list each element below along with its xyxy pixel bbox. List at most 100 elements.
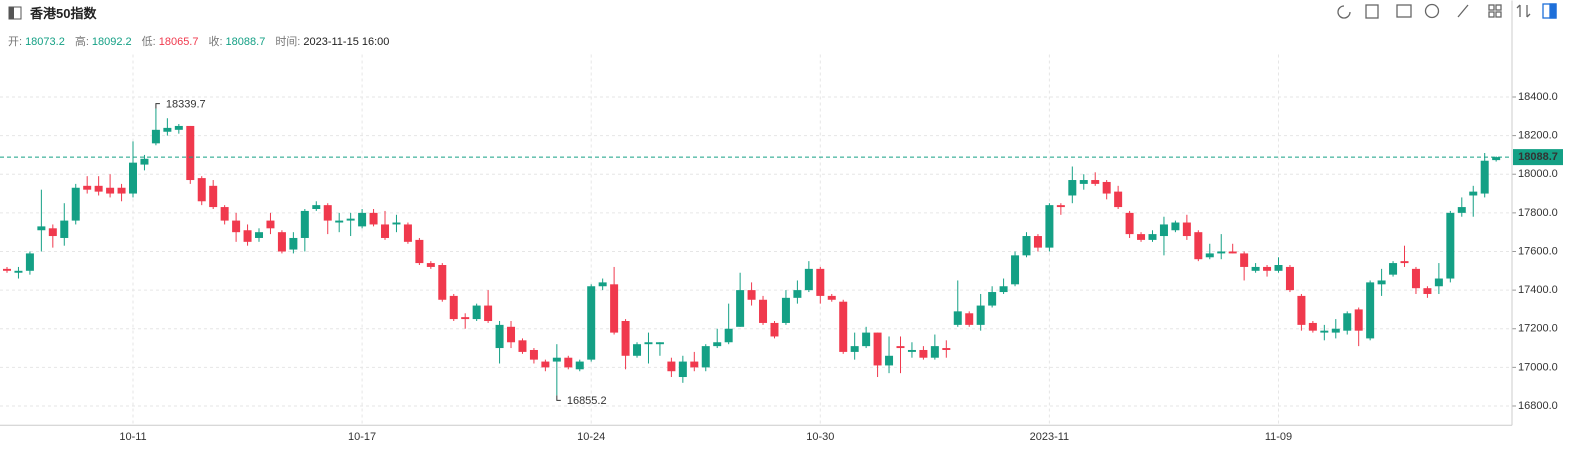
info-value: 18073.2 <box>25 36 65 48</box>
candle-body <box>1389 263 1398 275</box>
candle-body <box>1194 232 1203 260</box>
candle-body <box>289 237 298 250</box>
candle-body <box>472 305 481 320</box>
chart-title: 香港50指数 <box>30 6 97 21</box>
candle-body <box>415 239 424 264</box>
candle-body <box>587 286 596 360</box>
candle-body <box>1056 205 1065 208</box>
candle-body <box>678 361 687 378</box>
x-tick-label: 10-11 <box>119 431 146 443</box>
candle-body <box>1492 157 1501 161</box>
candle-body <box>804 268 813 291</box>
candle-body <box>1217 251 1226 254</box>
candle-body <box>701 346 710 368</box>
y-tick-label: 16800.0 <box>1518 400 1558 412</box>
low-label: 16855.2 <box>567 395 607 407</box>
candle-body <box>999 286 1008 293</box>
candle-body <box>736 290 745 327</box>
candle-body <box>1331 328 1340 333</box>
candle-body <box>3 268 11 271</box>
y-tick-label: 17400.0 <box>1518 284 1558 296</box>
x-tick-label: 10-17 <box>348 431 376 443</box>
info-item: 高: 18092.2 <box>75 33 132 49</box>
candle-body <box>484 305 493 322</box>
candle-body <box>346 218 355 221</box>
candle-body <box>300 210 309 238</box>
candle-body <box>392 222 401 225</box>
candle-body <box>1366 282 1375 339</box>
candle-body <box>1263 266 1272 271</box>
candle-body <box>862 332 871 347</box>
candle-body <box>209 185 218 208</box>
candle-body <box>140 158 149 165</box>
layout-icon[interactable] <box>1495 4 1502 11</box>
candle-body <box>106 187 115 194</box>
high-label: 18339.7 <box>166 99 206 111</box>
candle-body <box>358 212 367 227</box>
candle-body <box>1137 234 1146 240</box>
percent-icon[interactable] <box>1457 4 1469 18</box>
candle-body <box>151 129 160 144</box>
candle-body <box>839 301 848 352</box>
candle-body <box>1091 180 1100 184</box>
candle-body <box>277 232 286 252</box>
candle-body <box>965 313 974 325</box>
candle-body <box>529 349 538 360</box>
x-tick-label: 11-09 <box>1265 431 1292 443</box>
candle-body <box>655 342 664 345</box>
candle-body <box>220 207 229 221</box>
x-tick-label: 10-30 <box>806 431 834 443</box>
candle-body <box>919 349 928 358</box>
candle-body <box>942 348 951 350</box>
layout-icon[interactable] <box>1488 4 1495 11</box>
candle-body <box>1251 266 1260 271</box>
candle-body <box>1457 207 1466 213</box>
candle-body <box>335 220 344 223</box>
candle-body <box>1434 278 1443 287</box>
candle-body <box>1480 160 1489 194</box>
candle-body <box>552 357 561 362</box>
candle-body <box>438 265 447 300</box>
candle-body <box>232 220 241 233</box>
candle-body <box>644 342 653 345</box>
info-label: 高: <box>74 36 89 48</box>
candle-body <box>507 326 516 343</box>
info-label: 收: <box>208 36 223 48</box>
candle-body <box>827 295 836 300</box>
layout-icon[interactable] <box>1495 11 1502 18</box>
candle-body <box>403 224 412 242</box>
compare-icon[interactable] <box>1516 4 1531 18</box>
candle-body <box>1411 268 1420 289</box>
panel-icon[interactable] <box>1549 3 1557 19</box>
candle-body <box>1205 253 1214 258</box>
candle-body <box>518 340 527 352</box>
candle-body <box>449 295 458 320</box>
candle-body <box>1308 322 1317 331</box>
candle-body <box>129 162 138 194</box>
candle-body <box>1011 255 1020 285</box>
candle-body <box>575 361 584 370</box>
candle-body <box>1114 191 1123 208</box>
last-price-box <box>1513 149 1563 166</box>
draw-icon[interactable] <box>1365 4 1379 19</box>
layout-icon[interactable] <box>1488 11 1495 18</box>
indicator-icon[interactable] <box>1396 4 1412 18</box>
candle-body <box>1446 212 1455 279</box>
candle-body <box>976 305 985 325</box>
candle-body <box>1022 236 1031 256</box>
refresh-icon[interactable] <box>1337 5 1351 19</box>
pie-icon[interactable] <box>1424 3 1440 19</box>
info-value: 18065.7 <box>158 36 199 48</box>
candle-body <box>1400 261 1409 264</box>
candle-body <box>163 127 172 132</box>
candle-body <box>369 212 378 225</box>
x-tick-label: 10-24 <box>577 431 605 443</box>
candle-body <box>907 349 916 352</box>
candle-body <box>174 125 183 130</box>
candle-body <box>323 205 332 221</box>
info-item: 时间: 2023-11-15 16:00 <box>275 33 389 49</box>
candle-body <box>197 178 206 202</box>
high-marker <box>155 103 160 109</box>
low-marker <box>556 395 561 401</box>
